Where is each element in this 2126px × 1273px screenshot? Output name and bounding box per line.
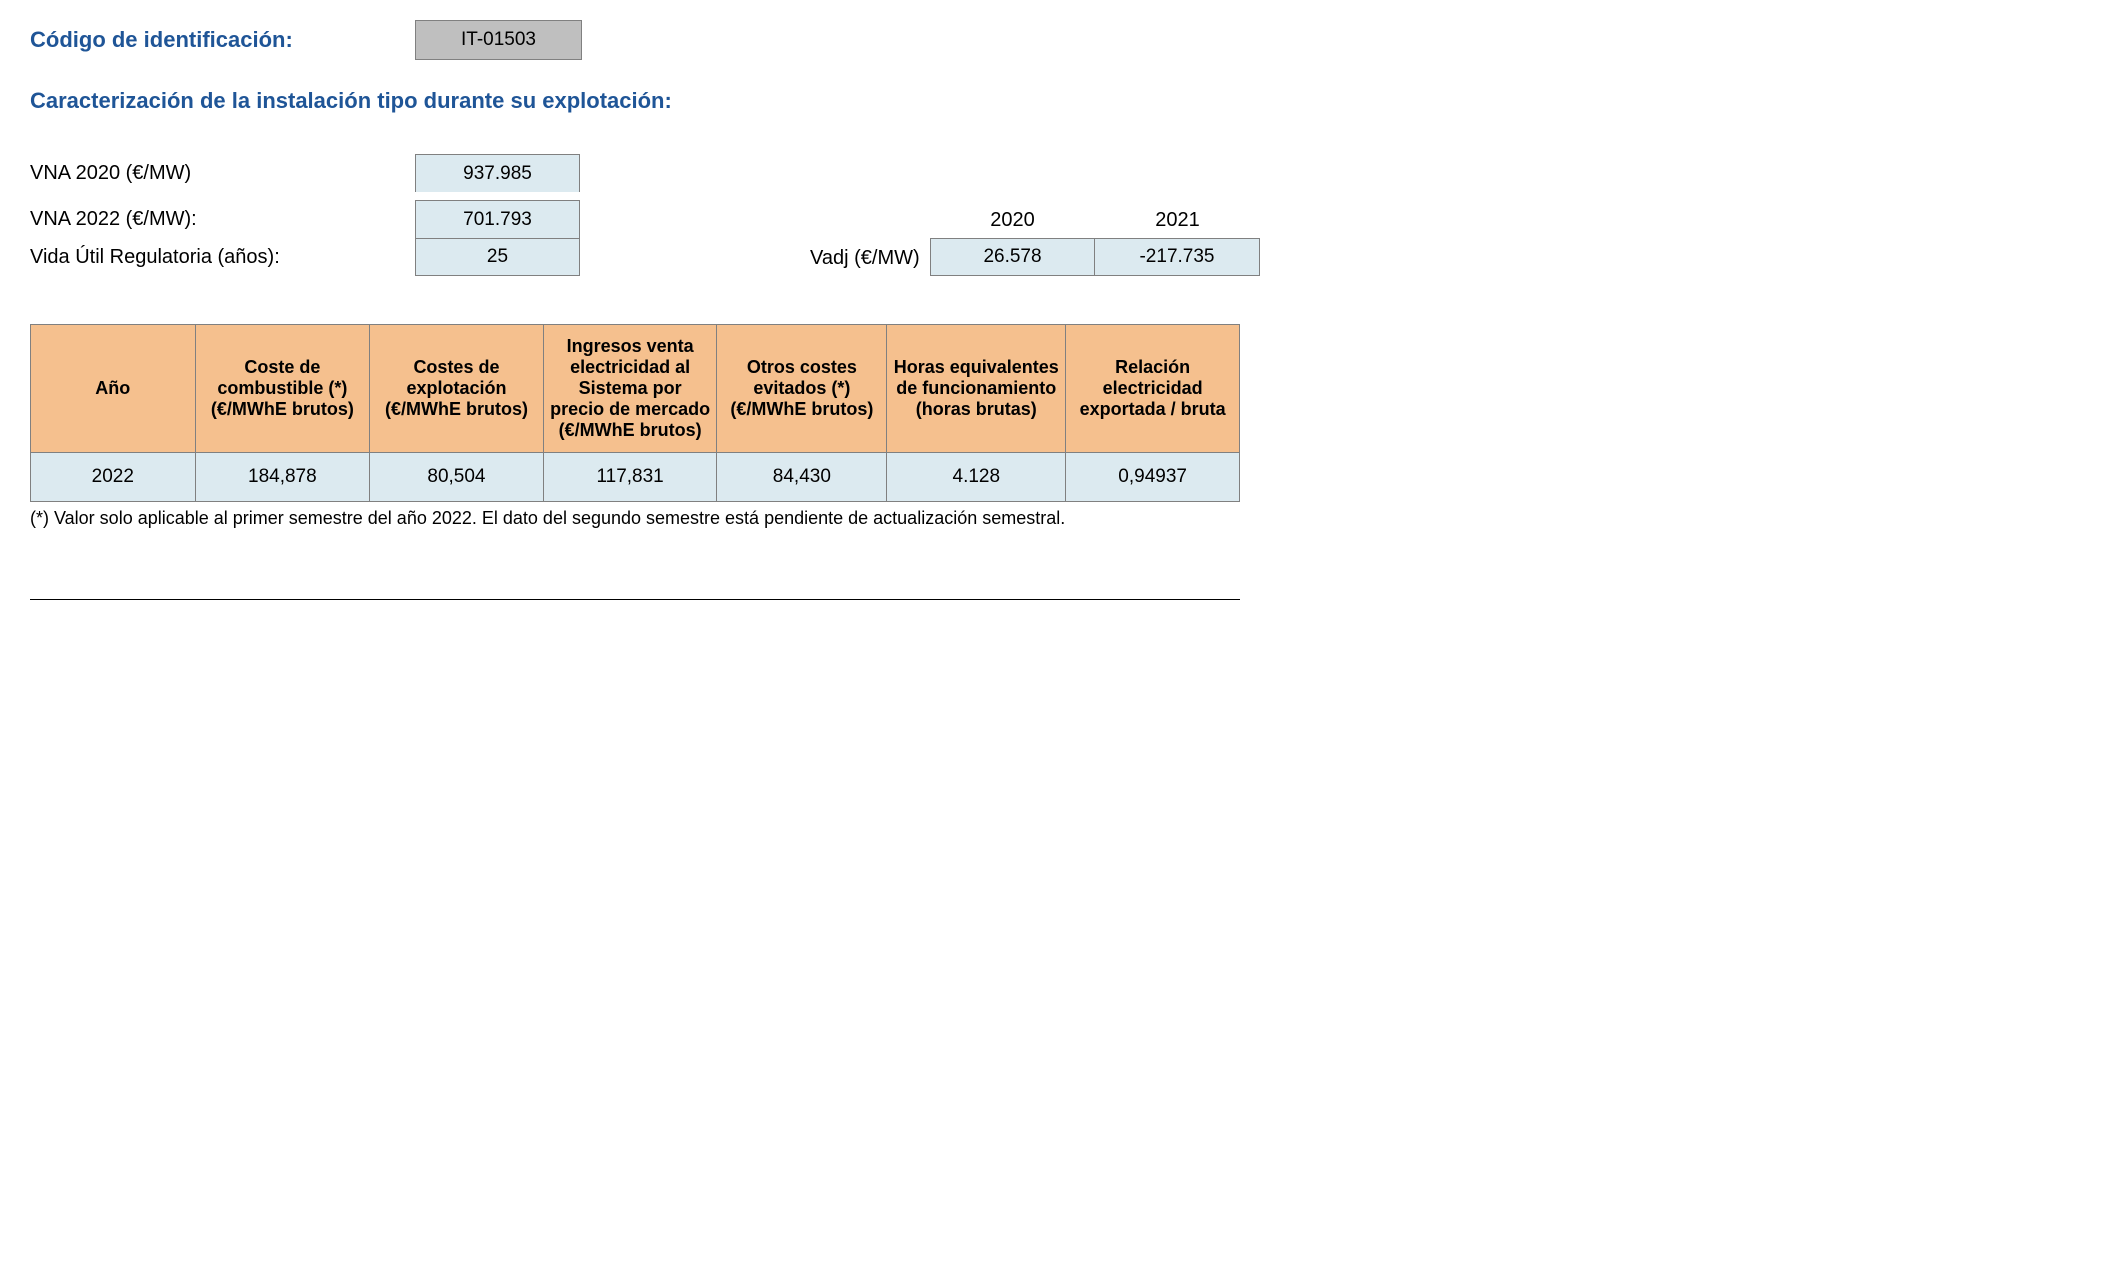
- code-row: Código de identificación: IT-01503: [30, 20, 2096, 60]
- data-table: Año Coste de combustible (*) (€/MWhE bru…: [30, 324, 1240, 502]
- th-year: Año: [31, 325, 196, 453]
- cell-income: 117,831: [543, 453, 717, 502]
- th-avoided: Otros costes evitados (*) (€/MWhE brutos…: [717, 325, 887, 453]
- code-value-box: IT-01503: [415, 20, 582, 60]
- cell-avoided: 84,430: [717, 453, 887, 502]
- code-label: Código de identificación:: [30, 27, 415, 53]
- vna2022-value: 701.793: [415, 200, 580, 238]
- vadj-val-2: -217.735: [1095, 238, 1260, 276]
- vna2022-label: VNA 2022 (€/MW):: [30, 208, 415, 231]
- vna2020-row: VNA 2020 (€/MW) 937.985: [30, 154, 2096, 192]
- separator-line: [30, 599, 1240, 600]
- vna2020-label: VNA 2020 (€/MW): [30, 162, 415, 185]
- subtitle: Caracterización de la instalación tipo d…: [30, 88, 2096, 114]
- table-header-row: Año Coste de combustible (*) (€/MWhE bru…: [31, 325, 1240, 453]
- th-ratio: Relación electricidad exportada / bruta: [1066, 325, 1240, 453]
- cell-year: 2022: [31, 453, 196, 502]
- vadj-label: Vadj (€/MW): [810, 247, 930, 276]
- cell-ratio: 0,94937: [1066, 453, 1240, 502]
- params-block: VNA 2020 (€/MW) 937.985 VNA 2022 (€/MW):…: [30, 154, 2096, 276]
- th-income: Ingresos venta electricidad al Sistema p…: [543, 325, 717, 453]
- vida-label: Vida Útil Regulatoria (años):: [30, 246, 415, 269]
- table-row: 2022 184,878 80,504 117,831 84,430 4.128…: [31, 453, 1240, 502]
- vadj-year-2: 2021: [1095, 209, 1260, 238]
- vida-value: 25: [415, 238, 580, 276]
- vida-row: Vida Útil Regulatoria (años): 25 Vadj (€…: [30, 238, 2096, 276]
- th-fuel: Coste de combustible (*) (€/MWhE brutos): [195, 325, 370, 453]
- cell-fuel: 184,878: [195, 453, 370, 502]
- cell-opex: 80,504: [370, 453, 544, 502]
- th-hours: Horas equivalentes de funcionamiento (ho…: [887, 325, 1066, 453]
- vadj-year-1: 2020: [930, 209, 1095, 238]
- cell-hours: 4.128: [887, 453, 1066, 502]
- vadj-columns: 2020 2021 26.578 -217.735: [930, 209, 1260, 276]
- vna2020-value: 937.985: [415, 154, 580, 192]
- th-opex: Costes de explotación (€/MWhE brutos): [370, 325, 544, 453]
- vadj-val-1: 26.578: [930, 238, 1095, 276]
- footnote: (*) Valor solo aplicable al primer semes…: [30, 508, 2096, 529]
- vadj-block: Vadj (€/MW) 2020 2021 26.578 -217.735: [810, 209, 1260, 276]
